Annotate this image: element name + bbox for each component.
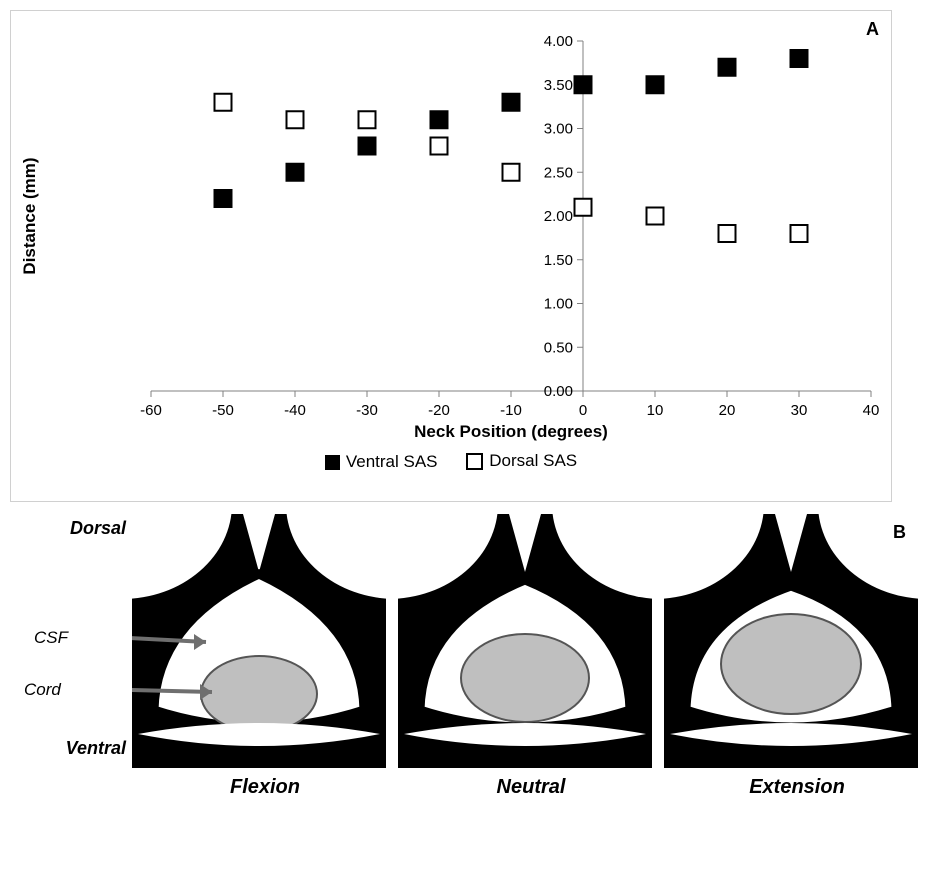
svg-text:10: 10	[647, 402, 664, 419]
svg-text:-50: -50	[212, 402, 234, 419]
svg-text:-30: -30	[356, 402, 378, 419]
diagram-extension: B Extension	[664, 514, 930, 799]
svg-text:2.00: 2.00	[544, 208, 573, 225]
svg-text:40: 40	[863, 402, 880, 419]
legend-item-dorsal: Dorsal SAS	[466, 451, 577, 471]
diagram-neutral: Neutral	[398, 514, 664, 799]
svg-text:1.50: 1.50	[544, 252, 573, 269]
figure: A -60 -50 -40 -30 -20 -10 0 10 20 30 40 0.00 0.50 1.0…	[10, 10, 925, 799]
diagram-neutral-box	[398, 514, 652, 768]
diagram-flexion-box	[132, 514, 386, 768]
panel-b-label: B	[887, 520, 912, 545]
diagram-flexion-svg	[132, 514, 386, 768]
svg-text:0: 0	[579, 402, 587, 419]
panel-b-labels: Dorsal CSF Cord Ventral	[10, 514, 132, 774]
caption-flexion: Flexion	[230, 776, 300, 799]
svg-text:0.50: 0.50	[544, 339, 573, 356]
label-csf: CSF	[34, 628, 68, 648]
legend-item-ventral: Ventral SAS	[325, 452, 438, 472]
svg-text:Neck Position (degrees): Neck Position (degrees)	[414, 422, 608, 441]
legend-label-ventral: Ventral SAS	[346, 452, 438, 472]
legend-marker-open-icon	[466, 453, 483, 470]
diagram-flexion: Flexion	[132, 514, 398, 799]
diagram-extension-box: B	[664, 514, 918, 768]
caption-extension: Extension	[749, 776, 845, 799]
svg-text:-10: -10	[500, 402, 522, 419]
panel-b: Dorsal CSF Cord Ventral Flexion Neutral …	[10, 514, 930, 799]
diagram-extension-svg	[664, 514, 918, 768]
svg-text:4.00: 4.00	[544, 33, 573, 50]
svg-text:-60: -60	[140, 402, 162, 419]
svg-text:3.50: 3.50	[544, 77, 573, 94]
legend: Ventral SAS Dorsal SAS	[11, 451, 891, 483]
label-cord: Cord	[24, 680, 61, 700]
svg-text:-40: -40	[284, 402, 306, 419]
legend-label-dorsal: Dorsal SAS	[489, 451, 577, 471]
label-dorsal: Dorsal	[70, 518, 126, 539]
diagram-neutral-svg	[398, 514, 652, 768]
svg-text:Distance (mm): Distance (mm)	[20, 157, 39, 274]
panel-a-label: A	[866, 19, 879, 40]
panel-a: A -60 -50 -40 -30 -20 -10 0 10 20 30 40 0.00 0.50 1.0…	[10, 10, 892, 502]
scatter-chart: -60 -50 -40 -30 -20 -10 0 10 20 30 40 0.00 0.50 1.00 1…	[11, 11, 891, 451]
legend-marker-filled-icon	[325, 455, 340, 470]
svg-text:20: 20	[719, 402, 736, 419]
svg-text:3.00: 3.00	[544, 121, 573, 138]
svg-text:2.50: 2.50	[544, 164, 573, 181]
svg-text:-20: -20	[428, 402, 450, 419]
svg-text:1.00: 1.00	[544, 296, 573, 313]
svg-text:0.00: 0.00	[544, 383, 573, 400]
label-ventral: Ventral	[66, 738, 126, 759]
svg-text:30: 30	[791, 402, 808, 419]
caption-neutral: Neutral	[497, 776, 566, 799]
